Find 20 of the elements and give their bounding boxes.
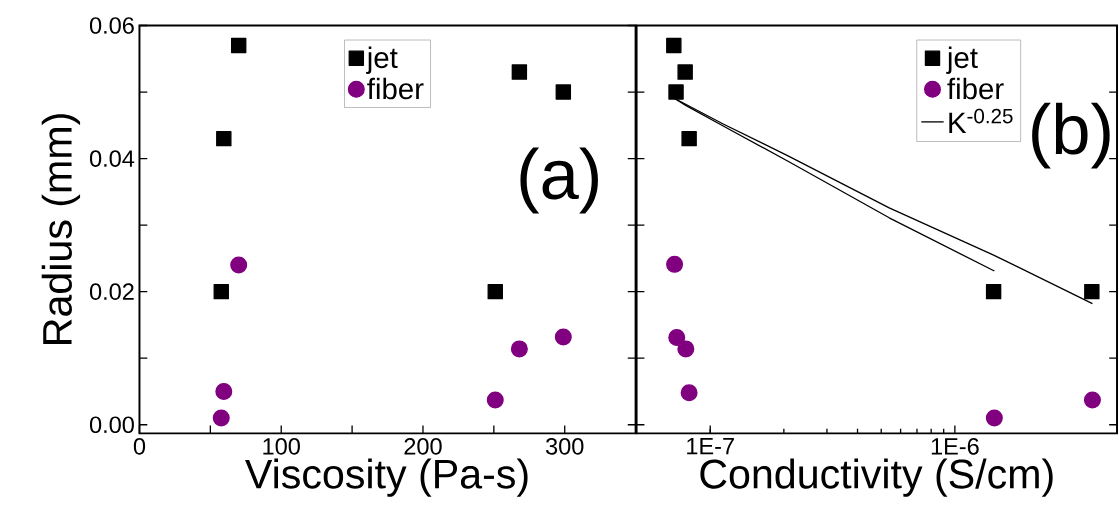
annotation: (a) <box>520 147 598 214</box>
y-tick-label: 0.00 <box>89 416 134 434</box>
y-tick-label: 0.02 <box>89 283 134 301</box>
y-tick-label: 0.06 <box>89 17 134 34</box>
x-axis-title: Conductivity (S/cm) <box>700 458 1053 497</box>
legend-label: fiber <box>367 77 424 100</box>
x-tick-label: 100 <box>263 438 300 455</box>
y-axis-title: Radius (mm) <box>41 114 81 344</box>
legend-label: fiber <box>947 77 1004 100</box>
x-tick-label: 1E-7 <box>687 438 734 455</box>
x-axis-title: Viscosity (Pa-s) <box>245 458 528 497</box>
y-tick-label: 0.04 <box>89 150 135 167</box>
annotation: (b) <box>1032 102 1110 169</box>
x-tick-label: 0 <box>133 438 146 455</box>
legend-label: jet <box>366 46 398 75</box>
x-tick-label: 200 <box>404 438 442 455</box>
legend-label: K$^{-0.25}$ <box>949 108 1013 134</box>
x-tick-label: 1E-6 <box>931 438 979 455</box>
x-tick-label: 300 <box>546 438 584 455</box>
legend-label: jet <box>946 46 978 75</box>
